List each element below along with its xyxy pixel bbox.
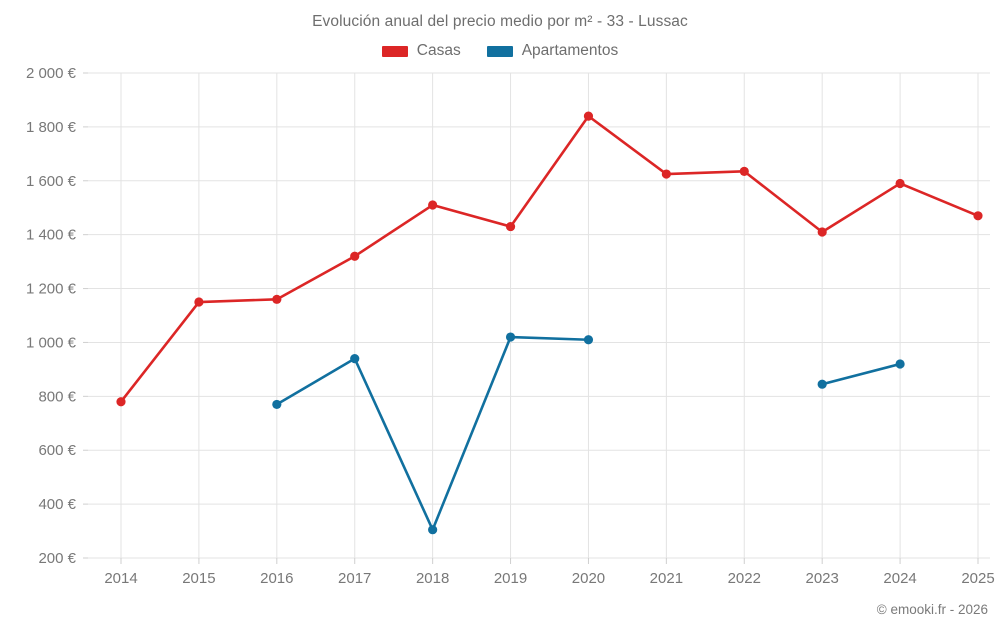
x-axis-tick-label: 2020 — [572, 570, 605, 587]
series-line-casas — [119, 114, 980, 404]
data-point-marker[interactable] — [505, 332, 516, 342]
y-axis-ticks: 200 € 400 € 600 € 800 € 1 000 € 1 200 € 1 400 … — [26, 65, 88, 567]
x-axis-tick-label: 2017 — [338, 570, 371, 587]
x-axis-ticks: 2014 2015 2016 2017 2018 2019 2020 2021 2022 2023… — [104, 558, 995, 587]
series-line-apartamentos — [820, 362, 902, 386]
footer-credit: © emooki.fr - 2026 — [876, 602, 988, 617]
data-series-layer — [116, 111, 983, 535]
legend-swatch-casas — [381, 45, 408, 57]
x-axis-tick-label: 2021 — [650, 570, 683, 587]
x-axis-tick-label: 2025 — [961, 570, 994, 587]
chart-legend: Casas Apartamentos — [0, 42, 1000, 60]
x-axis-tick-label: 2024 — [883, 570, 916, 587]
chart-title: Evolución anual del precio medio por m² … — [312, 13, 688, 30]
data-point-marker[interactable] — [350, 251, 360, 261]
data-point-marker[interactable] — [505, 221, 516, 232]
data-point-marker[interactable] — [428, 200, 438, 210]
gridlines — [88, 72, 990, 559]
data-point-marker[interactable] — [116, 397, 126, 407]
data-point-marker[interactable] — [739, 166, 749, 176]
y-axis-tick-label: 1 600 € — [26, 173, 77, 190]
x-axis-tick-label: 2023 — [805, 570, 838, 587]
data-point-marker[interactable] — [194, 297, 204, 307]
y-axis-tick-label: 200 € — [38, 550, 76, 567]
y-axis-tick-label: 1 800 € — [26, 119, 77, 136]
x-axis-tick-label: 2022 — [728, 570, 761, 587]
data-point-marker[interactable] — [428, 525, 438, 535]
data-point-marker[interactable] — [817, 379, 827, 389]
legend-swatch-apartamentos — [486, 45, 513, 57]
y-axis-tick-label: 800 € — [38, 388, 76, 405]
y-axis-tick-label: 2 000 € — [26, 65, 77, 82]
data-point-marker[interactable] — [272, 399, 282, 410]
data-point-marker[interactable] — [583, 335, 594, 345]
y-axis-tick-label: 600 € — [38, 442, 76, 459]
x-axis-tick-label: 2018 — [416, 570, 449, 587]
data-point-marker[interactable] — [895, 359, 905, 369]
y-axis-tick-label: 400 € — [38, 496, 76, 513]
y-axis-tick-label: 1 400 € — [26, 227, 77, 244]
data-point-marker[interactable] — [350, 354, 360, 364]
legend-item-casas[interactable]: Casas — [381, 42, 461, 60]
data-point-marker[interactable] — [272, 294, 282, 304]
legend-item-apartamentos[interactable]: Apartamentos — [486, 42, 619, 60]
x-axis-tick-label: 2016 — [260, 570, 293, 587]
y-axis-tick-label: 1 000 € — [26, 334, 77, 351]
data-point-marker[interactable] — [973, 211, 983, 221]
data-point-marker[interactable] — [661, 169, 671, 179]
data-point-marker[interactable] — [895, 178, 905, 189]
legend-label-casas: Casas — [416, 42, 461, 59]
data-point-marker[interactable] — [817, 227, 827, 237]
data-point-marker[interactable] — [583, 111, 594, 121]
legend-label-apartamentos: Apartamentos — [521, 42, 619, 59]
y-axis-tick-label: 1 200 € — [26, 281, 77, 298]
x-axis-tick-label: 2014 — [104, 570, 137, 587]
x-axis-tick-label: 2019 — [494, 570, 527, 587]
x-axis-tick-label: 2015 — [182, 570, 215, 587]
